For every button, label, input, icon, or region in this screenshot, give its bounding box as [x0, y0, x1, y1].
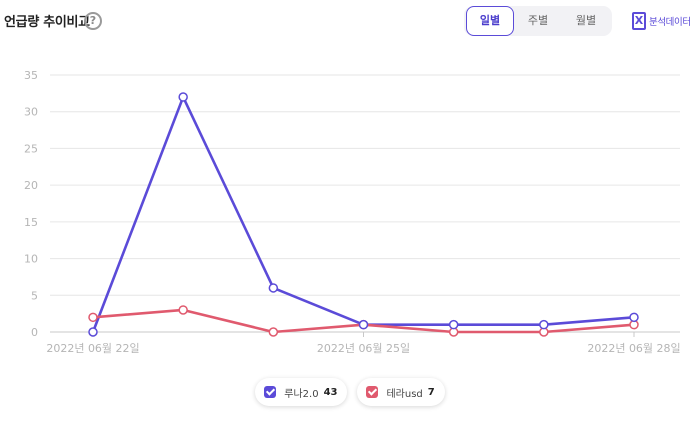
checkbox-checked-icon[interactable]: [366, 386, 379, 398]
chart-title: 언급량 추이비교: [4, 15, 90, 30]
export-data-button[interactable]: X 분석데이터: [632, 10, 691, 32]
legend-item-terra[interactable]: 테라usd 7: [357, 378, 445, 406]
legend-series-name: 루나2.0: [284, 388, 319, 400]
y-tick-label: 20: [24, 179, 38, 192]
checkbox-checked-icon[interactable]: [264, 386, 277, 398]
x-axis-ticks: 2022년 06월 22일 2022년 06월 25일 2022년 06월 28일: [46, 332, 681, 355]
data-point-series-2: [88, 312, 98, 323]
y-tick-label: 10: [24, 253, 38, 266]
data-point-series-1: [88, 327, 98, 337]
y-tick-label: 25: [24, 142, 38, 155]
data-point-series-2: [178, 305, 188, 315]
period-toggle: 일별 주별 월별: [464, 6, 612, 36]
legend-series-total: 43: [323, 386, 338, 398]
export-label: 분석데이터: [649, 17, 691, 28]
series-line-1: [91, 95, 636, 334]
legend-item-luna[interactable]: 루나2.0 43: [255, 378, 348, 406]
legend-series-total: 7: [427, 386, 435, 398]
data-point-series-1: [178, 92, 188, 102]
help-icon[interactable]: ?: [84, 12, 102, 30]
grid-lines: [50, 74, 680, 333]
tab-daily[interactable]: 일별: [466, 6, 514, 36]
line-chart: 0 5 10 15 20 25 30 35 2022년 06월 22일 2022년 06월 25…: [24, 69, 681, 355]
chart-header: 언급량 추이비교 ? 일별 주별 월별 X 분석데이터: [0, 0, 700, 44]
data-point-series-1: [268, 283, 279, 293]
tab-weekly[interactable]: 주별: [527, 14, 549, 27]
y-tick-label: 15: [24, 216, 38, 229]
data-point-series-1: [629, 312, 639, 323]
data-point-series-1: [448, 319, 459, 330]
x-tick-label: 2022년 06월 22일: [46, 341, 139, 355]
y-tick-label: 30: [24, 106, 38, 119]
series-lines: [91, 95, 636, 334]
x-tick-label: 2022년 06월 28일: [587, 341, 680, 355]
data-point-series-1: [358, 319, 369, 330]
legend-series-name: 테라usd: [386, 388, 423, 400]
excel-icon: X: [632, 12, 646, 30]
y-axis-ticks: 0 5 10 15 20 25 30 35: [24, 69, 38, 339]
y-tick-label: 5: [31, 289, 38, 302]
x-tick-label: 2022년 06월 25일: [317, 341, 410, 355]
data-point-series-2: [268, 327, 279, 337]
tab-monthly[interactable]: 월별: [575, 14, 597, 27]
series-points: [88, 92, 639, 337]
legend: 루나2.0 43 테라usd 7: [0, 378, 700, 406]
y-tick-label: 35: [24, 69, 38, 82]
data-point-series-1: [539, 319, 549, 330]
y-tick-label: 0: [31, 326, 38, 339]
